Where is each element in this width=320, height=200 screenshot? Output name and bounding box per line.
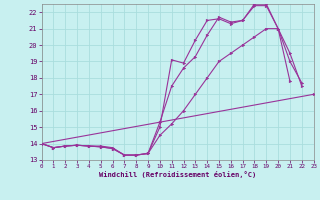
X-axis label: Windchill (Refroidissement éolien,°C): Windchill (Refroidissement éolien,°C) [99,171,256,178]
